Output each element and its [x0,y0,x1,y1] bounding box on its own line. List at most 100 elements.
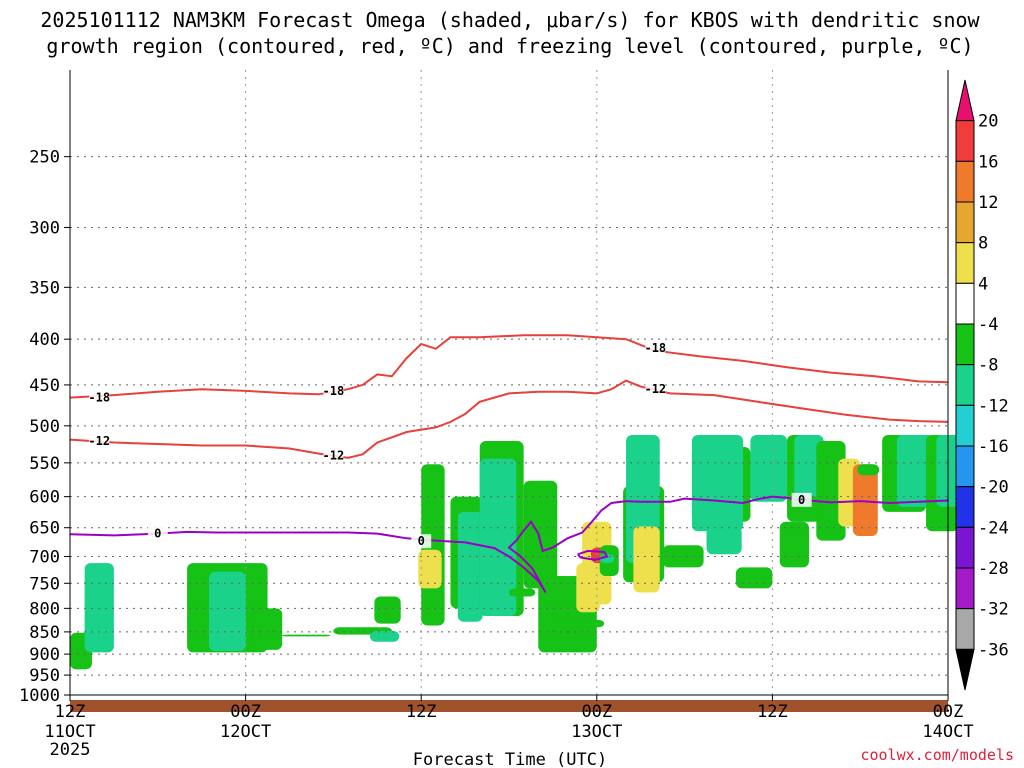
omega-shade-cell [852,464,878,536]
colorbar-swatch [955,242,975,284]
x-tick-label: 12Z [757,702,788,722]
omega-shade-cell [457,511,483,622]
y-tick-label: 550 [29,454,60,474]
colorbar-label: 4 [978,274,988,294]
colorbar-label: -32 [978,600,1009,620]
contour-label: 0 [418,534,425,548]
contour-label-bg [645,340,666,355]
y-tick-label: 650 [29,519,60,539]
contour-line [69,379,949,459]
omega-shade-cell [418,549,442,589]
contour-label: -18 [644,341,666,355]
colorbar-label: 16 [978,152,998,172]
x-tick-label: 12Z [406,702,437,722]
colorbar-label: -12 [978,396,1009,416]
omega-shade-cell [84,563,114,653]
omega-shade-cell [633,526,660,593]
colorbar-swatch [955,526,975,569]
colorbar-swatch [955,567,975,610]
colorbar-label: -20 [978,478,1009,498]
omega-shade-cell [282,634,312,637]
y-tick-label: 800 [29,599,60,619]
y-tick-label: 300 [29,218,60,238]
contour-label: 0 [798,493,805,507]
plot-area: -18 -18 -18 -12 -12 -12 0 0 0 [69,70,960,712]
y-tick-label: 600 [29,488,60,508]
colorbar-swatch [955,648,975,691]
contour-label-bg [791,492,812,507]
contour-label-bg [411,534,432,549]
omega-shade-cell [369,630,400,642]
y-tick-label: 950 [29,666,60,686]
omega-shade-cell [479,458,517,617]
colorbar-swatch [955,201,975,244]
contour-label: 0 [154,527,161,541]
colorbar-swatch [955,323,975,366]
colorbar-swatch [955,160,975,203]
omega-shade-cell [691,435,744,532]
colorbar-label: 20 [978,112,998,132]
contour-label-bg [89,390,110,405]
omega-shade-cell [209,571,246,651]
y-tick-label: 450 [29,376,60,396]
x-tick-label: 00Z [933,702,964,722]
contour-line [69,495,949,594]
omega-shade-cell [735,567,773,589]
y-tick-label: 400 [29,330,60,350]
contour-label-bg [147,526,168,541]
x-tick-label: 00Z [230,702,261,722]
y-tick-label: 900 [29,645,60,665]
y-tick-label: 700 [29,547,60,567]
contour-line [69,334,949,399]
x-tick-label: 14OCT [922,722,973,742]
colorbar-swatch [955,79,975,122]
omega-shade-cell [252,608,283,650]
colorbar-swatch [955,364,975,406]
colorbar-label: -4 [978,315,998,335]
colorbar-label: -24 [978,518,1009,538]
contour-line [577,549,609,561]
contour-label-bg [323,448,344,463]
omega-shade-cell [779,521,809,568]
colorbar-label: 8 [978,234,988,254]
y-tick-label: 850 [29,623,60,643]
omega-shade-cell [552,619,605,628]
colorbar-swatch [955,486,975,528]
contour-label-bg [89,434,110,449]
contour-label: -12 [323,449,345,463]
omega-shade-cell [374,596,401,624]
colorbar-label: -16 [978,437,1009,457]
x-tick-label: 11OCT [44,722,95,742]
omega-shade-cell [896,435,935,507]
colorbar-swatch [955,445,975,488]
credit-text: coolwx.com/models [860,746,1014,764]
omega-shade-cell [857,464,880,476]
x-tick-label: 00Z [581,702,612,722]
y-tick-label: 1000 [19,686,60,706]
colorbar-swatch [955,608,975,650]
colorbar-label: -36 [978,640,1009,660]
ground-surface-bar [70,700,948,712]
y-axis: 2503003504004505005506006507007508008509… [19,70,71,706]
contour-lines: -18 -18 -18 -12 -12 -12 0 0 0 [69,334,949,594]
y-tick-label: 250 [29,148,60,168]
omega-shade-cell [509,588,536,597]
omega-shade-cell [304,634,331,637]
contour-label: -12 [644,382,666,396]
contour-label-bg [323,383,344,398]
contour-label-bg [645,382,666,397]
x-tick-label: 12OCT [220,722,271,742]
colorbar-swatch [955,404,975,447]
contour-label: -18 [88,391,110,405]
omega-shade-cell [523,480,558,589]
colorbar-swatch [955,282,975,325]
y-tick-label: 350 [29,278,60,298]
colorbar: 20 16 12 8 4 -4 -8 -12 -16 -20 -24 -28 -32 -36 [955,79,1009,691]
colorbar-label: 12 [978,193,998,213]
contour-label: -12 [88,434,110,448]
x-tick-label: 12Z [55,702,86,722]
y-tick-label: 500 [29,417,60,437]
chart-title-line-2: growth region (contoured, red, ºC) and f… [46,34,973,58]
